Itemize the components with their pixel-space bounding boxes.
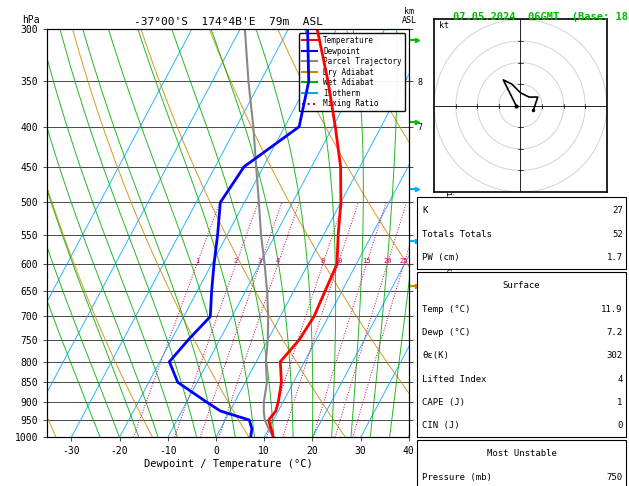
X-axis label: Dewpoint / Temperature (°C): Dewpoint / Temperature (°C) [143, 459, 313, 469]
Text: Pressure (mb): Pressure (mb) [422, 473, 492, 482]
Text: 11.9: 11.9 [601, 305, 623, 313]
Text: 8: 8 [321, 258, 325, 264]
Text: 750: 750 [606, 473, 623, 482]
Text: Most Unstable: Most Unstable [486, 450, 557, 458]
Legend: Temperature, Dewpoint, Parcel Trajectory, Dry Adiabat, Wet Adiabat, Isotherm, Mi: Temperature, Dewpoint, Parcel Trajectory… [299, 33, 405, 111]
Text: 27: 27 [612, 207, 623, 215]
Text: 10: 10 [334, 258, 342, 264]
Text: CAPE (J): CAPE (J) [422, 398, 465, 407]
Text: 1: 1 [617, 398, 623, 407]
Text: θε(K): θε(K) [422, 351, 449, 360]
Text: 25: 25 [399, 258, 408, 264]
Text: Lifted Index: Lifted Index [422, 375, 487, 383]
Text: Totals Totals: Totals Totals [422, 230, 492, 239]
Text: 302: 302 [606, 351, 623, 360]
Text: 3: 3 [258, 258, 262, 264]
Text: 2: 2 [234, 258, 238, 264]
Text: CIN (J): CIN (J) [422, 421, 460, 430]
Text: 07.05.2024  06GMT  (Base: 18): 07.05.2024 06GMT (Base: 18) [454, 12, 629, 22]
Text: 7.2: 7.2 [606, 328, 623, 337]
Text: Temp (°C): Temp (°C) [422, 305, 470, 313]
Text: 20: 20 [383, 258, 392, 264]
Title: -37°00'S  174°4B'E  79m  ASL: -37°00'S 174°4B'E 79m ASL [133, 17, 323, 27]
Text: 52: 52 [612, 230, 623, 239]
Text: 15: 15 [362, 258, 370, 264]
Text: K: K [422, 207, 428, 215]
Text: PW (cm): PW (cm) [422, 253, 460, 262]
Text: 1.7: 1.7 [606, 253, 623, 262]
Text: km
ASL: km ASL [401, 7, 416, 25]
Text: kt: kt [438, 21, 448, 30]
Text: 1: 1 [195, 258, 199, 264]
Text: 4: 4 [276, 258, 280, 264]
Text: hPa: hPa [22, 15, 40, 25]
Text: 0: 0 [617, 421, 623, 430]
Text: © weatheronline.co.uk: © weatheronline.co.uk [421, 469, 534, 479]
Text: Dewp (°C): Dewp (°C) [422, 328, 470, 337]
Y-axis label: Mixing Ratio (g/kg): Mixing Ratio (g/kg) [444, 186, 453, 281]
Text: 4: 4 [617, 375, 623, 383]
Text: Surface: Surface [503, 281, 540, 290]
